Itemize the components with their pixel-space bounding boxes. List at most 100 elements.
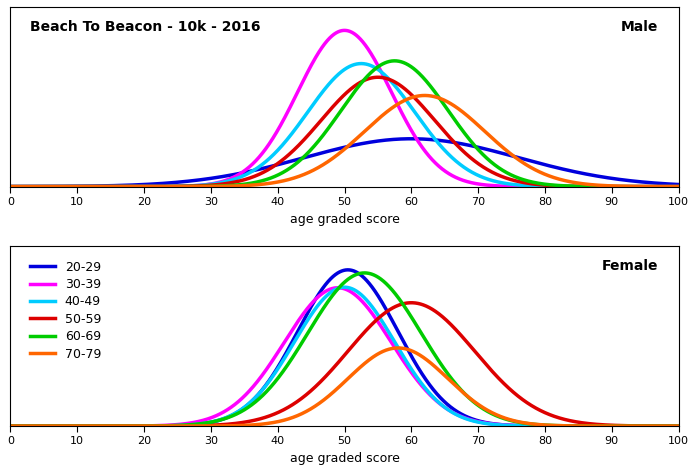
- 20-29: [407, 136, 416, 142]
- 50-59: [655, 423, 663, 429]
- 70-79: [655, 423, 663, 429]
- 20-29: [532, 160, 541, 165]
- 50-59: [532, 182, 541, 187]
- 30-39: [656, 423, 664, 429]
- 40-49: [674, 423, 683, 429]
- 50-59: [674, 423, 683, 429]
- 40-49: [40, 423, 49, 429]
- 20-29: [656, 181, 664, 186]
- 60-69: [655, 184, 663, 189]
- 30-39: [313, 295, 322, 300]
- 50-59: [6, 184, 15, 189]
- 60-69: [6, 184, 15, 189]
- 40-49: [656, 423, 664, 429]
- Line: 40-49: 40-49: [10, 287, 679, 426]
- Text: Beach To Beacon - 10k - 2016: Beach To Beacon - 10k - 2016: [31, 19, 261, 34]
- 60-69: [40, 184, 49, 189]
- 70-79: [656, 184, 664, 189]
- 30-39: [40, 423, 49, 429]
- 60-69: [361, 270, 369, 276]
- 70-79: [40, 184, 49, 189]
- 60-69: [331, 116, 340, 121]
- 60-69: [532, 180, 541, 186]
- 40-49: [532, 423, 541, 429]
- 20-29: [40, 423, 49, 429]
- 20-29: [655, 423, 663, 429]
- 40-49: [331, 75, 340, 80]
- 50-59: [532, 406, 541, 412]
- 70-79: [331, 388, 340, 393]
- 30-39: [331, 285, 340, 291]
- 40-49: [532, 183, 541, 189]
- 40-49: [6, 423, 15, 429]
- 40-49: [313, 95, 322, 101]
- 60-69: [331, 289, 340, 295]
- 20-29: [674, 423, 683, 429]
- 50-59: [331, 101, 340, 107]
- 40-49: [331, 287, 340, 292]
- 70-79: [6, 184, 15, 189]
- 30-39: [334, 285, 342, 291]
- 60-69: [655, 423, 663, 429]
- 20-29: [674, 182, 683, 187]
- Line: 50-59: 50-59: [10, 303, 679, 426]
- 20-29: [331, 272, 340, 278]
- Text: Male: Male: [621, 19, 658, 34]
- 20-29: [532, 423, 541, 429]
- 20-29: [313, 151, 322, 157]
- 20-29: [344, 267, 352, 273]
- 30-39: [6, 423, 15, 429]
- Line: 70-79: 70-79: [10, 95, 679, 186]
- Line: 60-69: 60-69: [10, 61, 679, 186]
- 40-49: [357, 61, 365, 67]
- 60-69: [674, 184, 683, 189]
- 30-39: [674, 184, 683, 189]
- X-axis label: age graded score: age graded score: [290, 212, 400, 226]
- 60-69: [313, 314, 322, 320]
- Line: 60-69: 60-69: [10, 273, 679, 426]
- Line: 50-59: 50-59: [10, 77, 679, 186]
- 30-39: [655, 184, 663, 189]
- 40-49: [655, 184, 663, 189]
- 70-79: [656, 423, 664, 429]
- 50-59: [313, 382, 322, 388]
- 50-59: [40, 184, 49, 189]
- 70-79: [532, 168, 541, 173]
- 70-79: [313, 402, 322, 407]
- 60-69: [674, 423, 683, 429]
- 30-39: [6, 184, 15, 189]
- 50-59: [374, 75, 382, 80]
- 30-39: [655, 423, 663, 429]
- 60-69: [532, 421, 541, 427]
- 40-49: [340, 284, 349, 290]
- 60-69: [656, 423, 664, 429]
- Text: Female: Female: [602, 259, 658, 273]
- 70-79: [331, 153, 340, 159]
- 50-59: [313, 122, 322, 127]
- 20-29: [313, 293, 322, 299]
- 50-59: [331, 363, 340, 369]
- 60-69: [40, 423, 49, 429]
- 70-79: [420, 93, 429, 98]
- 70-79: [313, 165, 322, 171]
- 40-49: [656, 184, 664, 189]
- 50-59: [656, 423, 664, 429]
- 60-69: [6, 423, 15, 429]
- 60-69: [313, 139, 322, 145]
- Line: 20-29: 20-29: [10, 270, 679, 426]
- 70-79: [40, 423, 49, 429]
- 30-39: [313, 51, 322, 57]
- 40-49: [40, 184, 49, 189]
- 50-59: [674, 184, 683, 189]
- 30-39: [40, 184, 49, 189]
- Legend: 20-29, 30-39, 40-49, 50-59, 60-69, 70-79: 20-29, 30-39, 40-49, 50-59, 60-69, 70-79: [24, 254, 107, 367]
- 40-49: [313, 303, 322, 309]
- 30-39: [340, 27, 349, 33]
- 20-29: [6, 423, 15, 429]
- 20-29: [40, 184, 49, 189]
- 50-59: [656, 184, 664, 189]
- 70-79: [674, 423, 683, 429]
- 50-59: [655, 184, 663, 189]
- 30-39: [532, 423, 541, 429]
- 70-79: [6, 423, 15, 429]
